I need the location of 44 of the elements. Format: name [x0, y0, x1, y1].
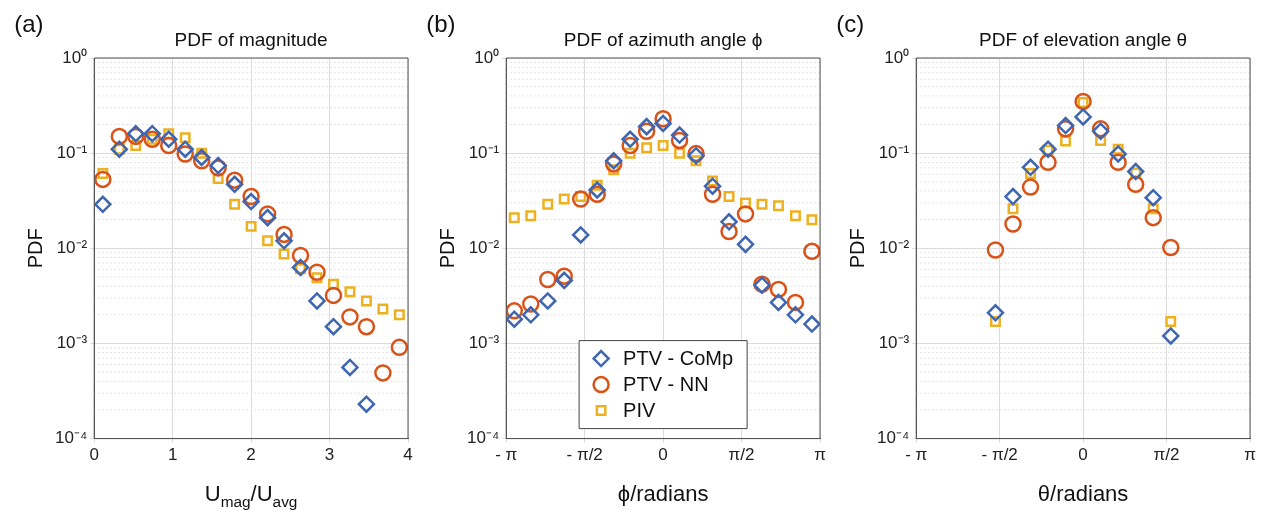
y-tick-label: 10⁻³	[56, 333, 88, 353]
x-tick-label: 0	[89, 445, 99, 465]
x-tick-label: π	[814, 445, 826, 465]
x-tick-label: - π/2	[566, 445, 603, 465]
y-tick-label: 10⁻³	[878, 333, 910, 353]
y-tick-label: 10⁻⁴	[467, 428, 500, 448]
y-tick-label: 10⁻¹	[56, 142, 88, 162]
y-tick-label: 10⁰	[474, 47, 500, 67]
x-tick-label: π/2	[1153, 445, 1180, 465]
chart-title: PDF of magnitude	[174, 29, 328, 50]
x-tick-label: 1	[167, 445, 178, 465]
y-axis-title: PDF	[436, 228, 459, 269]
y-tick-label: 10⁰	[884, 47, 910, 67]
y-tick-label: 10⁻¹	[878, 142, 910, 162]
y-axis-title: PDF	[24, 228, 47, 269]
x-tick-label: 4	[403, 445, 413, 465]
legend-label: PIV	[623, 399, 656, 422]
x-tick-label: 0	[658, 445, 668, 465]
x-axis-title: θ/radians	[1037, 480, 1129, 506]
y-tick-label: 10⁻³	[468, 333, 500, 353]
x-tick-label: 0	[1078, 445, 1088, 465]
x-tick-label: π	[1244, 445, 1256, 465]
x-tick-label: - π/2	[981, 445, 1018, 465]
chart-title: PDF of azimuth angle ϕ	[563, 29, 763, 50]
x-tick-label: - π	[495, 445, 518, 465]
x-tick-label: π/2	[728, 445, 755, 465]
text: (b)	[426, 10, 456, 37]
y-tick-label: 10⁻²	[878, 237, 910, 257]
y-tick-label: 10⁻⁴	[877, 428, 910, 448]
x-axis-title: ϕ/radians	[617, 480, 709, 506]
y-tick-label: 10⁻¹	[468, 142, 500, 162]
legend-label: PTV - CoMp	[623, 347, 734, 370]
chart-title: PDF of elevation angle θ	[979, 29, 1188, 50]
x-tick-label: 2	[246, 445, 256, 465]
text: (a)	[14, 10, 44, 37]
y-tick-label: 10⁻²	[468, 237, 500, 257]
y-axis-title: PDF	[846, 228, 869, 269]
y-tick-label: 10⁻²	[56, 237, 88, 257]
x-tick-label: - π	[905, 445, 928, 465]
text: (c)	[836, 10, 865, 37]
y-tick-label: 10⁻⁴	[55, 428, 88, 448]
legend-label: PTV - NN	[623, 373, 709, 396]
x-tick-label: 3	[324, 445, 335, 465]
y-tick-label: 10⁰	[62, 47, 88, 67]
